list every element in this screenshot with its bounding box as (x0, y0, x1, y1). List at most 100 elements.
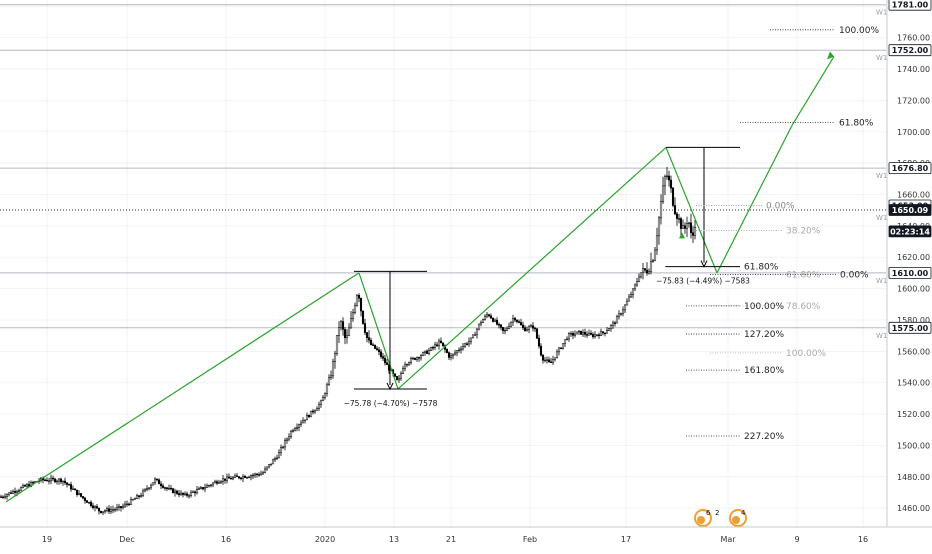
candle-body (311, 410, 315, 413)
trend-line-0[interactable] (5, 272, 360, 503)
candle-body (573, 333, 577, 336)
candle-body (73, 488, 77, 491)
candles (0, 167, 697, 516)
candle-body (663, 176, 667, 187)
candle-body (547, 359, 551, 363)
level-tag-3: W1 (876, 214, 887, 222)
candle-body (315, 408, 319, 411)
price-tag-box-2[interactable] (888, 162, 932, 175)
candle-body (109, 509, 113, 512)
x-tick-label: 16 (858, 535, 868, 544)
candle-body (677, 218, 681, 220)
candle-body (79, 493, 83, 497)
candle-body (645, 269, 649, 274)
candle-body (685, 223, 689, 229)
y-tick-label: 1720.00 (897, 96, 930, 105)
candle-body (421, 352, 425, 356)
candle-body (77, 493, 81, 495)
candle-body (189, 491, 193, 496)
candle-body (47, 480, 51, 482)
price-tag-box-5[interactable] (888, 225, 932, 238)
x-tick-label: 13 (389, 535, 399, 544)
candle-body (263, 468, 267, 473)
candle-body (5, 494, 9, 497)
x-tick-label: Mar (720, 535, 736, 544)
price-tag-box-0[interactable] (888, 0, 932, 11)
candle-body (643, 268, 647, 271)
candle-body (613, 322, 617, 324)
candle-body (593, 334, 597, 338)
trend-line-5[interactable] (791, 56, 835, 126)
price-tag-box-1[interactable] (888, 44, 932, 57)
candle-body (149, 484, 153, 489)
candle-body (55, 480, 59, 483)
candle-body (635, 281, 639, 286)
candle-body (551, 359, 555, 363)
candle-body (223, 478, 227, 481)
candle-body (203, 487, 207, 490)
candle-body (411, 357, 415, 360)
candle-body (491, 317, 495, 322)
candle-body (147, 487, 151, 489)
trend-line-2[interactable] (397, 146, 667, 390)
trend-line-4[interactable] (716, 125, 793, 274)
candle-body (649, 261, 653, 272)
candle-body (205, 485, 209, 488)
candle-body (529, 325, 533, 328)
trend-line-1[interactable] (358, 272, 399, 390)
candle-body (487, 314, 491, 317)
candle-body (461, 345, 465, 350)
candle-body (369, 339, 373, 345)
candle-body (273, 458, 277, 461)
candle-body (433, 344, 437, 348)
candle-body (559, 347, 563, 349)
candle-body (301, 420, 305, 424)
price-tag-box-7[interactable] (888, 321, 932, 334)
x-tick-label: 2020 (315, 535, 335, 544)
candle-body (143, 488, 147, 492)
measurements[interactable]: −75.78 (−4.70%) −7578 −75.83 (−4.49%) −75… (344, 146, 751, 408)
candle-body (659, 201, 663, 219)
candle-body (331, 361, 335, 377)
signal-marker (679, 232, 685, 239)
candle-body (467, 341, 471, 345)
candle-body (167, 487, 171, 490)
candle-body (207, 485, 211, 487)
candle-body (157, 479, 161, 485)
fib-label-2: 0.00% (766, 201, 795, 211)
candle-body (209, 484, 213, 486)
trend-lines[interactable] (5, 51, 835, 503)
candle-body (571, 333, 575, 336)
fib-label-1: 61.80% (839, 118, 874, 128)
candle-body (505, 328, 509, 331)
candle-body (127, 503, 131, 506)
candle-body (435, 344, 439, 347)
candle-body (475, 328, 479, 336)
trend-line-3[interactable] (665, 147, 718, 274)
candle-body (597, 334, 601, 336)
candle-body (585, 334, 589, 336)
candle-body (431, 347, 435, 349)
price-tag-box-4[interactable] (888, 204, 932, 216)
price-tag-box-6[interactable] (888, 267, 932, 279)
candle-body (561, 343, 565, 349)
candle-body (607, 328, 611, 331)
candle-body (623, 304, 627, 311)
candle-body (689, 222, 693, 233)
y-axis[interactable]: 1460.00 1480.00 1500.00 1520.00 1540.00 1560.… (886, 0, 932, 527)
candle-body (437, 340, 441, 347)
fib-levels[interactable]: 100.00% 61.80% 0.00% 38.20% 61.80% 61.80% 0.00… (665, 26, 879, 442)
x-tick-label: 9 (794, 535, 799, 544)
candle-body (637, 276, 641, 282)
x-axis[interactable]: 19 Dec 16 2020 13 21 Feb 17 Mar 9 16 (0, 526, 932, 544)
candle-body (417, 357, 421, 359)
candle-body (117, 506, 121, 508)
candle-body (199, 487, 203, 489)
price-tag-label-5: 02:23:14 (890, 227, 930, 236)
candle-body (399, 373, 403, 379)
candle-body (257, 474, 261, 476)
candle-body (171, 488, 175, 494)
